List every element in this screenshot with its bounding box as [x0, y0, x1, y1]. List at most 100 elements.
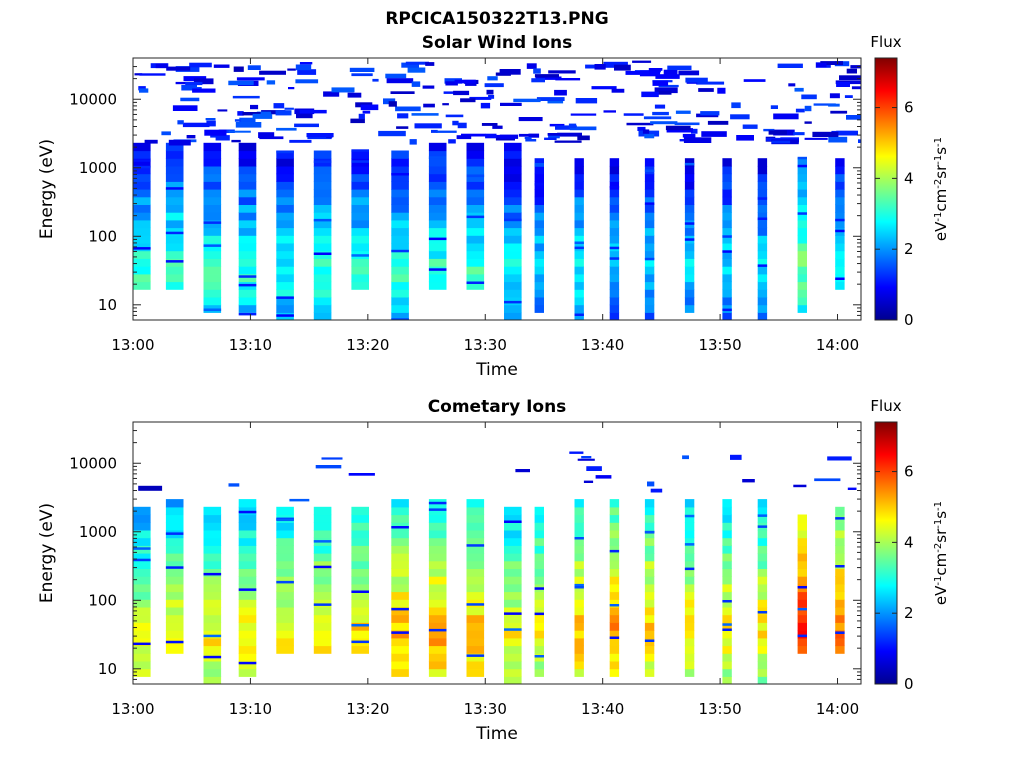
heatmap-cell [757, 591, 768, 600]
heatmap-cell [722, 568, 732, 577]
heatmap-cell [203, 568, 222, 577]
y-axis-label: Energy (eV) [37, 139, 57, 239]
heatmap-cell [797, 568, 807, 577]
heatmap-cell [722, 614, 732, 623]
heatmap-cell [313, 173, 332, 182]
heatmap-cell [391, 318, 409, 320]
heatmap-cell [388, 101, 397, 107]
heatmap-cell [534, 614, 544, 623]
heatmap-cell [165, 514, 184, 523]
heatmap-cell [391, 576, 409, 585]
heatmap-cell [165, 599, 184, 608]
y-tick-label: 100 [88, 591, 117, 609]
heatmap-cell [609, 304, 620, 313]
heatmap-cell [165, 212, 184, 221]
heatmap-cell [165, 591, 184, 600]
heatmap-cell [644, 537, 655, 546]
heatmap-cell [238, 142, 257, 152]
heatmap-cell [276, 645, 294, 654]
heatmap-cell [504, 235, 522, 244]
heatmap-cell [358, 113, 365, 120]
colorbar-tick-label: 4 [904, 169, 914, 187]
heatmap-cell [757, 611, 768, 614]
heatmap-cell [504, 668, 522, 677]
heatmap-cell [428, 653, 447, 662]
heatmap-cell [203, 645, 222, 654]
heatmap-cell [835, 235, 845, 244]
heatmap-cell [313, 296, 332, 306]
heatmap-cell [684, 583, 695, 593]
heatmap-cell [466, 576, 485, 585]
heatmap-cell [757, 212, 768, 221]
heatmap-cell [644, 639, 655, 642]
heatmap-cell [133, 568, 151, 577]
heatmap-cell [574, 235, 584, 244]
heatmap-cell [203, 250, 222, 259]
heatmap-cell [238, 227, 257, 236]
heatmap-cell [313, 160, 332, 163]
heatmap-cell [525, 139, 537, 142]
heatmap-cell [428, 204, 447, 213]
heatmap-cell [835, 522, 845, 531]
heatmap-cell [574, 660, 584, 670]
heatmap-cell [351, 583, 369, 593]
heatmap-cell [797, 196, 807, 205]
y-tick-label: 10000 [69, 454, 117, 472]
heatmap-cell [428, 165, 447, 175]
heatmap-cell [684, 599, 695, 608]
heatmap-cell [722, 258, 732, 267]
heatmap-cell [351, 514, 369, 523]
heatmap-cell [391, 614, 409, 623]
heatmap-cell [203, 196, 222, 205]
heatmap-cell [835, 173, 845, 182]
heatmap-cell [609, 614, 620, 623]
heatmap-cell [684, 522, 695, 531]
heatmap-cell [133, 606, 151, 616]
heatmap-cell [391, 289, 409, 298]
heatmap-cell [534, 645, 544, 654]
x-tick-label: 13:00 [111, 336, 154, 354]
heatmap-cell [609, 212, 620, 221]
heatmap-cell [486, 89, 494, 95]
heatmap-cell [644, 522, 655, 531]
heatmap-cell [797, 204, 807, 213]
panel-title: Solar Wind Ions [422, 33, 573, 53]
heatmap-cell [609, 522, 620, 531]
heatmap-cell [526, 63, 537, 69]
heatmap-cell [362, 110, 371, 114]
heatmap-cell [609, 622, 620, 631]
heatmap-cell [391, 653, 409, 662]
plot-frame [132, 57, 862, 321]
heatmap-cell [428, 576, 447, 585]
heatmap-cell [165, 630, 184, 639]
heatmap-cell [609, 273, 620, 283]
heatmap-cell [405, 61, 429, 65]
heatmap-cell [534, 599, 544, 608]
heatmap-cell [133, 250, 151, 259]
heatmap-cell [428, 522, 447, 531]
heatmap-cell [574, 173, 584, 182]
heatmap-cell [313, 622, 332, 631]
heatmap-cell [797, 599, 807, 608]
heatmap-cell [203, 204, 222, 213]
heatmap-cell [835, 568, 845, 577]
heatmap-cell [574, 304, 584, 313]
heatmap-cell [313, 204, 332, 213]
heatmap-cell [609, 281, 620, 290]
heatmap-cell [351, 545, 369, 554]
heatmap-cell [574, 668, 584, 677]
heatmap-cell [722, 227, 732, 236]
heatmap-cell [466, 189, 485, 198]
heatmap-cell [835, 545, 845, 554]
heatmap-cell [835, 630, 845, 639]
heatmap-cell [609, 636, 620, 639]
heatmap-cell [736, 135, 754, 141]
heatmap-cell [313, 212, 332, 221]
heatmap-cell [644, 568, 655, 577]
heatmap-cell [804, 105, 812, 112]
heatmap-cell [165, 576, 184, 585]
heatmap-cell [276, 583, 294, 593]
heatmap-cell [534, 514, 544, 523]
x-tick-label: 13:50 [698, 700, 741, 718]
heatmap-cell [401, 62, 419, 68]
